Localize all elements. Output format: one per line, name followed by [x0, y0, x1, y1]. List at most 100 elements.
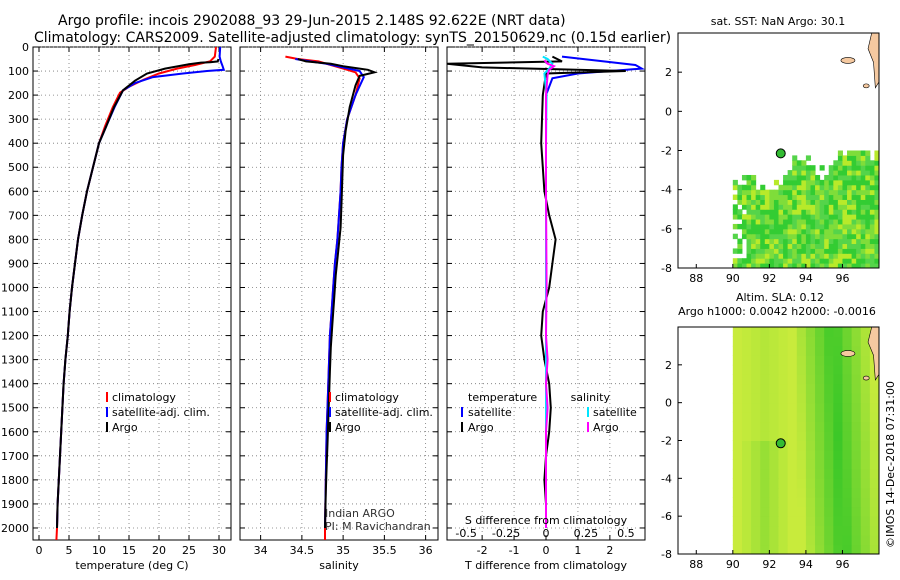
sst-cell [828, 214, 834, 220]
sst-cell [810, 223, 816, 230]
sla-cell [824, 497, 834, 508]
sst-cell [805, 184, 811, 191]
sst-cell [755, 243, 761, 249]
sst-cell [847, 219, 853, 225]
x-tick-label: 1 [574, 544, 581, 557]
sst-cell [751, 194, 757, 200]
sla-cell [751, 412, 761, 423]
sst-cell [755, 238, 761, 245]
y-tick-label: 600 [8, 185, 29, 198]
sla-cell [751, 449, 761, 460]
sst-cell [787, 179, 793, 186]
sst-cell [865, 174, 871, 181]
sst-cell [746, 219, 752, 225]
sst-cell [842, 209, 848, 215]
sst-cell [796, 209, 802, 215]
sla-cell [805, 345, 816, 356]
sla-cell [732, 374, 743, 385]
sst-cell [815, 204, 821, 210]
sst-cell [764, 194, 770, 200]
sst-cell [787, 233, 793, 240]
sst-cell [869, 179, 875, 186]
y-tick-label: -6 [661, 510, 672, 523]
sla-cell [732, 440, 743, 451]
sst-cell [810, 248, 816, 254]
sla-cell [796, 468, 807, 479]
series-line-satellite-adj-clim- [295, 58, 365, 529]
sla-cell [741, 497, 752, 508]
sla-cell [778, 327, 789, 337]
sst-cell [837, 258, 843, 264]
sst-cell [755, 233, 761, 240]
sla-cell [860, 345, 871, 356]
sst-cell [805, 194, 811, 200]
sst-cell [746, 214, 752, 220]
sst-cell [874, 199, 880, 205]
sst-cell [865, 179, 871, 186]
sla-cell [842, 355, 853, 366]
sst-cell [810, 165, 816, 171]
sst-cell [751, 248, 757, 254]
sst-cell [833, 233, 839, 240]
sla-cell [851, 478, 862, 489]
sla-cell [815, 535, 825, 546]
sla-cell [842, 383, 853, 394]
sst-cell [805, 204, 811, 210]
sst-cell [851, 219, 857, 225]
sst-cell [815, 238, 821, 245]
annotation-line: Indian ARGO [325, 507, 395, 520]
sst-cell [819, 204, 825, 210]
x-axis-label: T difference from climatology [464, 559, 627, 572]
sla-cell [778, 364, 789, 375]
sst-cell [833, 228, 839, 235]
legend-label: climatology [112, 391, 176, 404]
sst-cell [805, 199, 811, 205]
top-tick-label: -0.25 [492, 527, 520, 540]
sst-cell [851, 233, 857, 240]
sst-cell [801, 258, 807, 264]
argo-position-marker [775, 148, 786, 159]
sst-cell [828, 184, 834, 191]
sst-cell [783, 194, 789, 200]
sla-cell [769, 421, 779, 432]
sla-cell [732, 327, 743, 337]
sst-cell [851, 150, 857, 156]
sla-cell [769, 478, 779, 489]
sst-cell [833, 174, 839, 181]
sst-cell [796, 184, 802, 191]
sst-cell [801, 179, 807, 186]
sst-cell [746, 253, 752, 259]
sst-cell [842, 165, 848, 171]
sst-cell [810, 233, 816, 240]
sst-cell [815, 223, 821, 230]
island [862, 375, 870, 381]
sst-cell [815, 219, 821, 225]
sst-cell [805, 233, 811, 240]
sst-cell [815, 209, 821, 215]
sla-cell [751, 355, 761, 366]
y-tick-label: 1200 [1, 330, 29, 343]
sla-cell [815, 544, 825, 555]
sla-cell [805, 440, 816, 451]
sst-cell [869, 233, 875, 240]
sst-cell [810, 228, 816, 235]
sla-cell [824, 478, 834, 489]
sla-cell [787, 364, 798, 375]
sst-cell [815, 248, 821, 254]
sst-cell [856, 258, 862, 264]
sst-cell [792, 184, 798, 191]
sla-cell [824, 355, 834, 366]
sla-cell [824, 525, 834, 536]
sla-cell [769, 497, 779, 508]
sla-cell [796, 336, 807, 347]
sla-cell [805, 478, 816, 489]
sst-cell [860, 155, 866, 161]
sla-cell [851, 393, 862, 404]
sla-cell [842, 459, 853, 470]
sst-cell [805, 248, 811, 254]
sst-cell [741, 214, 748, 220]
sst-cell [773, 263, 779, 269]
sla-cell [833, 535, 843, 546]
sla-cell [805, 525, 816, 536]
sst-cell [865, 204, 871, 210]
